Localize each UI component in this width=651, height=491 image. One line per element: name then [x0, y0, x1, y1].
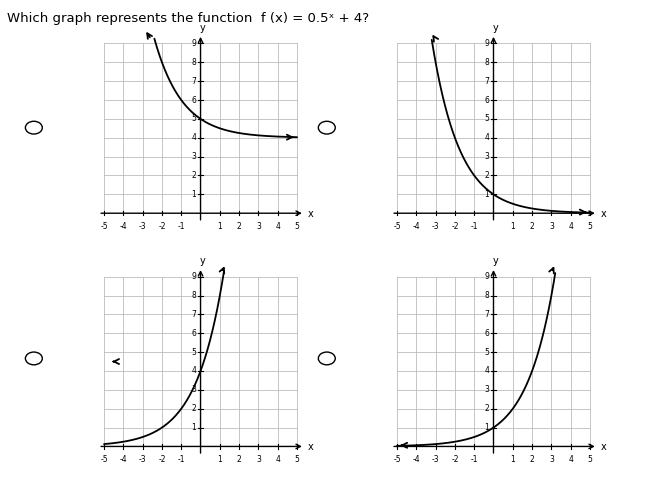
Text: 1: 1: [510, 222, 515, 231]
Text: 4: 4: [568, 222, 573, 231]
Text: -1: -1: [471, 455, 478, 464]
Text: 3: 3: [191, 152, 197, 161]
Text: 5: 5: [588, 455, 592, 464]
Text: 2: 2: [191, 171, 197, 180]
Text: -2: -2: [158, 455, 166, 464]
Text: x: x: [601, 442, 606, 452]
Text: -2: -2: [158, 222, 166, 231]
Text: 3: 3: [256, 222, 261, 231]
Text: 3: 3: [484, 152, 490, 161]
Text: 2: 2: [237, 455, 242, 464]
Text: 4: 4: [484, 133, 490, 142]
Text: -1: -1: [178, 222, 185, 231]
Text: -3: -3: [139, 455, 146, 464]
Text: y: y: [493, 256, 499, 266]
Text: -4: -4: [413, 455, 420, 464]
Text: x: x: [601, 209, 606, 219]
Text: 5: 5: [588, 222, 592, 231]
Text: 2: 2: [484, 404, 490, 413]
Text: 5: 5: [191, 348, 197, 356]
Text: y: y: [200, 256, 206, 266]
Text: -2: -2: [451, 455, 459, 464]
Text: 4: 4: [275, 455, 280, 464]
Text: 3: 3: [549, 455, 554, 464]
Text: 1: 1: [510, 455, 515, 464]
Text: 6: 6: [484, 329, 490, 338]
Text: 3: 3: [191, 385, 197, 394]
Text: 9: 9: [191, 272, 197, 281]
Text: 2: 2: [484, 171, 490, 180]
Text: -2: -2: [451, 222, 459, 231]
Text: Which graph represents the function  f (x) = 0.5ˣ + 4?: Which graph represents the function f (x…: [7, 12, 368, 25]
Text: 1: 1: [191, 190, 197, 199]
Text: 2: 2: [237, 222, 242, 231]
Text: 8: 8: [191, 291, 197, 300]
Text: 2: 2: [191, 404, 197, 413]
Text: 1: 1: [217, 222, 222, 231]
Text: 1: 1: [484, 190, 490, 199]
Text: 4: 4: [484, 366, 490, 376]
Text: 4: 4: [191, 366, 197, 376]
Text: 5: 5: [191, 114, 197, 123]
Text: y: y: [200, 23, 206, 33]
Text: 7: 7: [484, 77, 490, 85]
Text: -1: -1: [178, 455, 185, 464]
Text: 4: 4: [191, 133, 197, 142]
Text: 4: 4: [568, 455, 573, 464]
Text: 8: 8: [484, 291, 490, 300]
Text: 9: 9: [191, 39, 197, 48]
Text: y: y: [493, 23, 499, 33]
Text: 6: 6: [191, 329, 197, 338]
Text: 9: 9: [484, 272, 490, 281]
Text: 7: 7: [191, 310, 197, 319]
Text: 2: 2: [530, 455, 534, 464]
Text: 2: 2: [530, 222, 534, 231]
Text: 8: 8: [484, 58, 490, 67]
Text: 4: 4: [275, 222, 280, 231]
Text: 5: 5: [484, 348, 490, 356]
Text: 5: 5: [295, 455, 299, 464]
Text: 5: 5: [484, 114, 490, 123]
Text: 7: 7: [191, 77, 197, 85]
Text: 3: 3: [256, 455, 261, 464]
Text: -4: -4: [120, 455, 127, 464]
Text: -3: -3: [139, 222, 146, 231]
Text: -5: -5: [393, 222, 401, 231]
Text: 8: 8: [191, 58, 197, 67]
Text: 1: 1: [191, 423, 197, 432]
Text: -5: -5: [393, 455, 401, 464]
Text: 1: 1: [217, 455, 222, 464]
Text: -3: -3: [432, 455, 439, 464]
Text: -5: -5: [100, 222, 108, 231]
Text: 5: 5: [295, 222, 299, 231]
Text: 3: 3: [484, 385, 490, 394]
Text: -1: -1: [471, 222, 478, 231]
Text: 6: 6: [484, 96, 490, 105]
Text: 3: 3: [549, 222, 554, 231]
Text: x: x: [308, 442, 313, 452]
Text: x: x: [308, 209, 313, 219]
Text: 7: 7: [484, 310, 490, 319]
Text: 6: 6: [191, 96, 197, 105]
Text: -3: -3: [432, 222, 439, 231]
Text: -5: -5: [100, 455, 108, 464]
Text: -4: -4: [120, 222, 127, 231]
Text: 1: 1: [484, 423, 490, 432]
Text: 9: 9: [484, 39, 490, 48]
Text: -4: -4: [413, 222, 420, 231]
